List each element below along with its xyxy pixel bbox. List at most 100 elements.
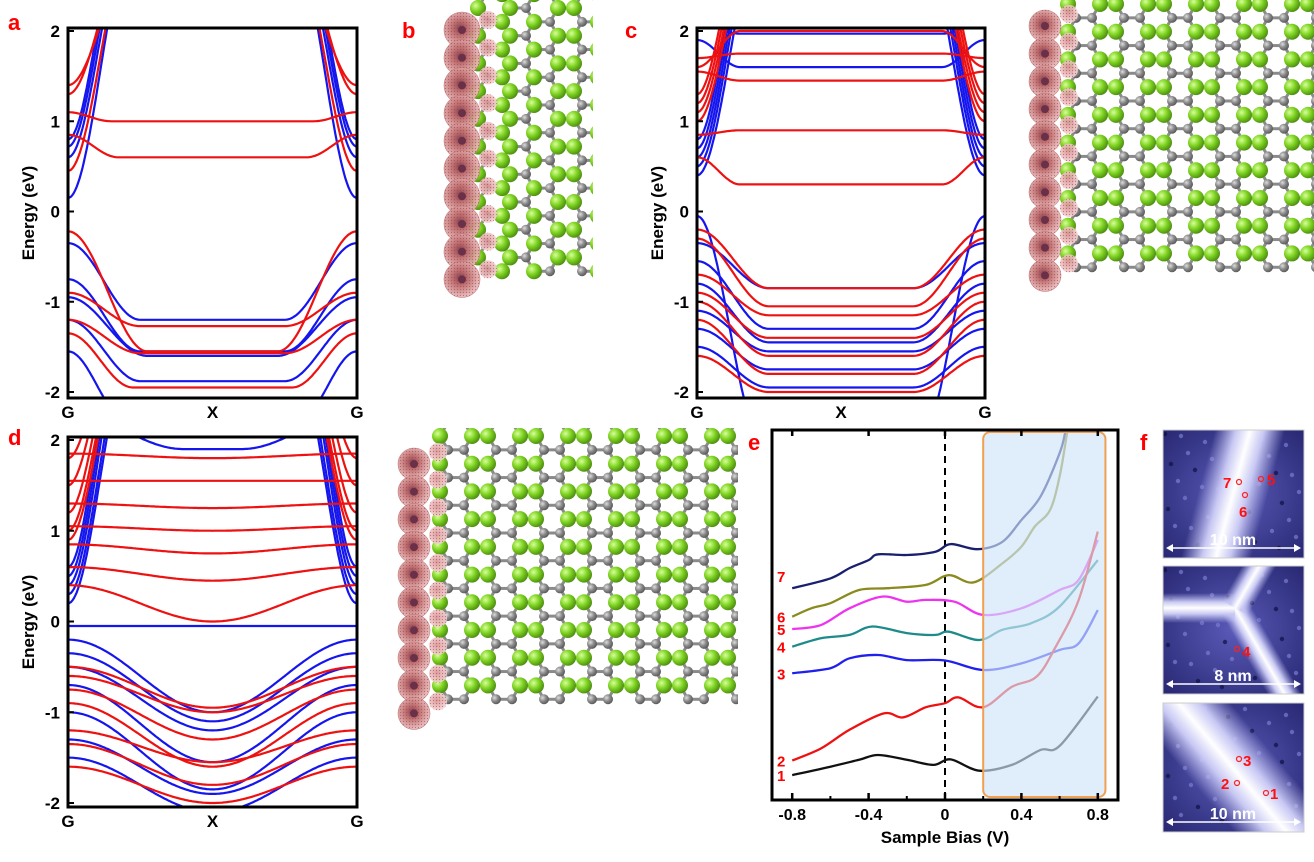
carbon-atom-small (587, 611, 597, 622)
carbon-atom-large (1236, 245, 1252, 262)
carbon-atom-small (545, 210, 555, 221)
stm-feature (1163, 567, 1168, 573)
band-red-14 (68, 688, 357, 741)
bond (752, 665, 756, 672)
carbon-atom-large (512, 538, 528, 555)
carbon-atom-small (1311, 179, 1314, 189)
y-axis-label: Energy (eV) (19, 166, 38, 260)
carbon-atom-large (480, 538, 496, 555)
band-blue-10 (697, 282, 985, 344)
carbon-atom-large (1108, 245, 1124, 262)
carbon-atom-large (720, 400, 736, 416)
carbon-atom-large (590, 126, 593, 139)
carbon-atom-large (624, 621, 640, 638)
band-blue-0 (697, 28, 985, 177)
carbon-atom-large (576, 677, 592, 694)
y-tick-label: 2 (680, 22, 689, 41)
carbon-atom-large (598, 0, 614, 16)
carbon-atom-small (577, 44, 587, 55)
carbon-atom-large (1236, 217, 1252, 234)
panel-label-f: f (1140, 430, 1148, 455)
x-tick-label: -0.4 (855, 807, 883, 824)
carbon-atom-small (491, 583, 501, 594)
edge-atom-density (429, 526, 447, 545)
edge-atom-core (1041, 160, 1049, 169)
panel-label-a: a (8, 10, 21, 35)
carbon-atom-small (1215, 179, 1225, 190)
carbon-atom-small (1183, 262, 1193, 273)
carbon-atom-large (566, 55, 582, 72)
carbon-atom-large (1284, 51, 1300, 68)
carbon-atom-large (550, 27, 566, 44)
carbon-atom-large (1140, 134, 1156, 151)
carbon-atom-small (539, 611, 549, 622)
carbon-atom-large (1204, 0, 1220, 12)
stm-feature (1222, 639, 1228, 645)
carbon-atom-large (480, 594, 496, 611)
carbon-atom-small (539, 527, 549, 538)
carbon-atom-small (577, 266, 587, 277)
carbon-atom-large (560, 594, 576, 611)
carbon-atom-small (587, 417, 597, 427)
band-blue-2 (68, 28, 357, 148)
x-tick-label: G (61, 812, 74, 831)
carbon-atom-large (576, 538, 592, 555)
x-tick-label: X (207, 812, 219, 831)
carbon-atom-large (480, 621, 496, 638)
band-red-4 (697, 156, 985, 186)
carbon-atom-small (545, 266, 555, 277)
bond (756, 540, 760, 547)
carbon-atom-small (651, 527, 661, 538)
carbon-atom-large (624, 483, 640, 500)
carbon-atom-small (1183, 68, 1193, 79)
bond (602, 230, 606, 237)
carbon-atom-large (512, 483, 528, 500)
band-blue-12 (697, 327, 985, 371)
carbon-atom-small (521, 86, 531, 97)
carbon-atom-large (512, 649, 528, 666)
bond (602, 202, 606, 209)
carbon-atom-small (507, 527, 517, 538)
carbon-atom-small (577, 16, 587, 27)
carbon-atom-small (1135, 68, 1145, 79)
carbon-atom-small (651, 444, 661, 455)
carbon-atom-large (608, 428, 624, 444)
carbon-atom-small (1135, 12, 1145, 23)
carbon-atom-large (566, 27, 582, 44)
carbon-atom-large (576, 455, 592, 472)
carbon-atom-small (491, 500, 501, 511)
carbon-atom-small (635, 555, 645, 566)
bond (598, 188, 602, 195)
carbon-atom-large (1156, 51, 1172, 68)
carbon-atom-large (480, 511, 496, 528)
carbon-atom-large (752, 594, 768, 610)
carbon-atom-small (747, 611, 757, 621)
stm-feature (1188, 661, 1194, 667)
band-blue-7 (68, 318, 357, 383)
edge-atom-density (1060, 60, 1078, 79)
band-red-2 (68, 28, 357, 172)
carbon-atom-large (1140, 51, 1156, 68)
bond (602, 147, 606, 154)
carbon-atom-large (494, 41, 510, 58)
carbon-atom-large (512, 566, 528, 583)
carbon-atom-large (720, 594, 736, 611)
carbon-atom-small (555, 527, 565, 538)
measurement-point-4 (1233, 645, 1241, 653)
carbon-atom-small (651, 500, 661, 511)
carbon-atom-small (587, 472, 597, 483)
edge-atom-core (458, 219, 466, 228)
carbon-atom-large (526, 124, 542, 141)
x-tick-label: G (350, 812, 363, 831)
carbon-atom-large (1284, 134, 1300, 151)
carbon-atom-small (539, 500, 549, 511)
carbon-atom-large (1300, 162, 1314, 179)
stm-feature (1266, 720, 1272, 726)
carbon-atom-small (1263, 95, 1273, 106)
measurement-label-2: 2 (1221, 776, 1229, 793)
carbon-atom-large (432, 400, 448, 416)
carbon-atom-small (747, 500, 757, 510)
band-blue-2 (68, 437, 357, 587)
carbon-atom-large (494, 263, 510, 280)
x-tick-label: 0.4 (1010, 807, 1032, 824)
